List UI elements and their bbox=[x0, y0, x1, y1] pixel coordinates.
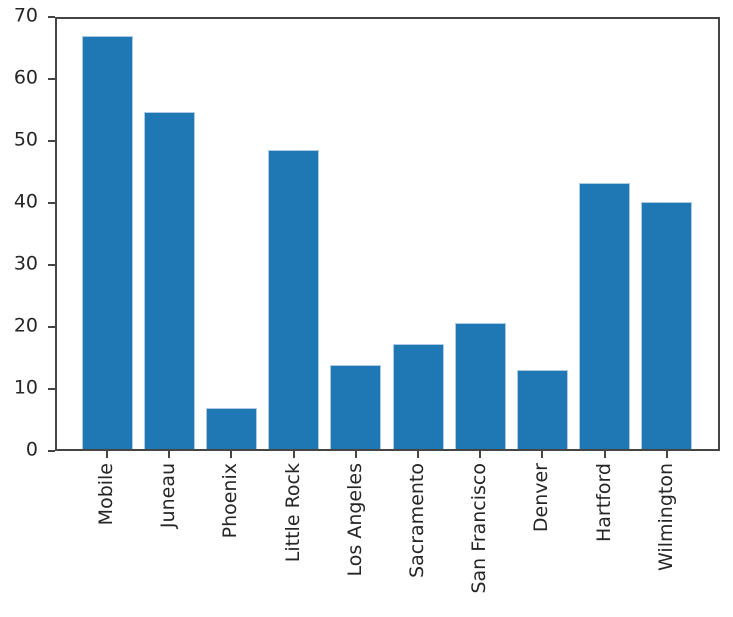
x-tick-juneau bbox=[168, 451, 171, 458]
x-tick-hartford bbox=[603, 451, 606, 458]
x-tick-label-los-angeles: Los Angeles bbox=[343, 463, 366, 577]
x-tick-label-little-rock: Little Rock bbox=[281, 463, 304, 563]
bar-sacramento bbox=[392, 344, 444, 451]
y-tick-30 bbox=[48, 264, 55, 266]
y-tick-40 bbox=[48, 202, 55, 204]
x-tick-phoenix bbox=[230, 451, 233, 458]
x-tick-label-sacramento: Sacramento bbox=[406, 463, 429, 578]
x-tick-little-rock bbox=[292, 451, 295, 458]
bar-mobile bbox=[81, 35, 133, 451]
bar-san-francisco bbox=[454, 322, 506, 451]
x-tick-wilmington bbox=[665, 451, 668, 458]
x-tick-label-phoenix: Phoenix bbox=[219, 463, 242, 539]
y-tick-label-50: 50 bbox=[13, 128, 38, 151]
bar-los-angeles bbox=[330, 365, 382, 451]
y-tick-70 bbox=[48, 16, 55, 18]
bar-denver bbox=[516, 370, 568, 451]
x-tick-mobile bbox=[106, 451, 108, 458]
y-tick-label-60: 60 bbox=[13, 66, 38, 89]
x-tick-label-juneau: Juneau bbox=[157, 463, 180, 529]
y-tick-60 bbox=[48, 78, 55, 80]
bar-hartford bbox=[579, 182, 631, 451]
bar-wilmington bbox=[641, 201, 693, 451]
bar-juneau bbox=[143, 111, 195, 451]
bar-phoenix bbox=[205, 407, 257, 451]
x-tick-label-denver: Denver bbox=[530, 463, 553, 533]
y-tick-label-70: 70 bbox=[13, 4, 38, 27]
y-tick-label-10: 10 bbox=[13, 376, 38, 399]
y-tick-label-0: 0 bbox=[25, 438, 38, 461]
x-tick-label-mobile: Mobile bbox=[95, 463, 118, 526]
y-tick-label-40: 40 bbox=[13, 190, 38, 213]
y-tick-0 bbox=[48, 450, 55, 452]
bar-little-rock bbox=[268, 150, 320, 451]
y-tick-10 bbox=[48, 388, 55, 390]
y-tick-20 bbox=[48, 326, 55, 328]
plot-area: 0 10 20 30 40 50 60 70 Mobile Juneau Phoenix Little… bbox=[14, 6, 720, 594]
x-tick-sacramento bbox=[417, 451, 419, 458]
y-tick-label-20: 20 bbox=[13, 314, 38, 337]
x-tick-label-wilmington: Wilmington bbox=[654, 463, 677, 571]
x-tick-denver bbox=[541, 451, 544, 458]
x-tick-label-hartford: Hartford bbox=[592, 463, 615, 543]
x-tick-san-francisco bbox=[479, 451, 482, 458]
x-tick-label-san-francisco: San Francisco bbox=[468, 463, 491, 594]
y-tick-50 bbox=[48, 140, 55, 142]
y-tick-label-30: 30 bbox=[13, 252, 38, 275]
x-tick-los-angeles bbox=[354, 451, 357, 458]
